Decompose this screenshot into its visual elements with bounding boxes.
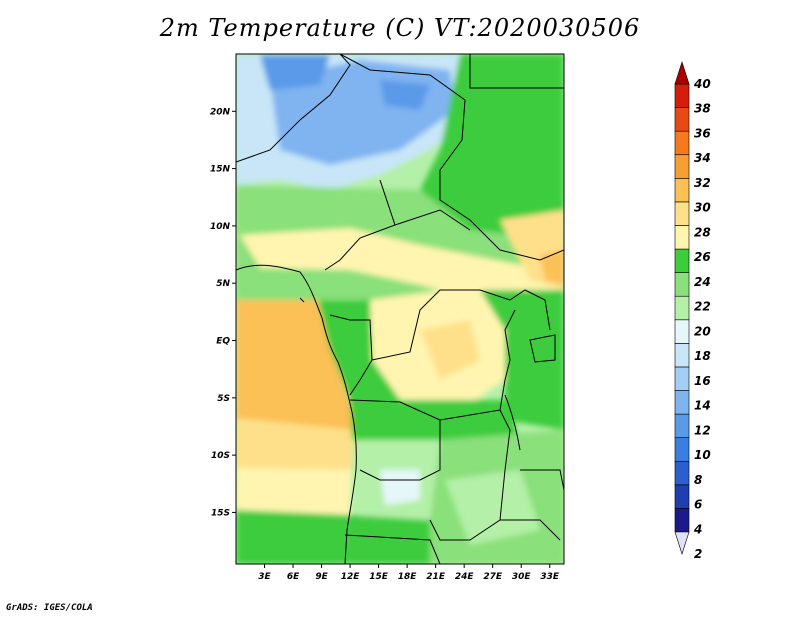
colorbar-label: 6	[694, 498, 702, 512]
colorbar-label: 34	[694, 151, 711, 165]
latitude-axis: 20N 15N 10N 5N EQ 5S 10S 15S	[210, 107, 236, 518]
lat-tick-label: 10S	[211, 451, 230, 461]
longitude-axis: 3E 6E 9E 12E 15E 18E 21E 24E 27E 30E 33E	[258, 564, 560, 582]
lon-tick-label: 30E	[512, 572, 532, 582]
lon-tick-label: 12E	[341, 572, 361, 582]
colorbar-swatch	[674, 413, 690, 438]
colorbar-swatch	[674, 390, 690, 415]
colorbar-over-arrow	[674, 61, 690, 85]
colorbar-label: 12	[694, 423, 711, 437]
lon-tick-label: 15E	[369, 572, 389, 582]
lat-tick-label: 5S	[217, 394, 230, 404]
colorbar-swatch	[674, 154, 690, 179]
colorbar-label: 10	[694, 448, 711, 462]
colorbar-swatch	[674, 437, 690, 462]
colorbar-swatch	[674, 178, 690, 203]
lon-tick-label: 24E	[455, 572, 475, 582]
colorbar-swatch	[674, 319, 690, 344]
colorbar-swatch	[674, 272, 690, 297]
colorbar-label: 38	[694, 102, 711, 116]
lon-tick-label: 3E	[258, 572, 271, 582]
colorbar-label: 14	[694, 399, 711, 413]
colorbar-swatch	[674, 201, 690, 226]
lon-tick-label: 9E	[315, 572, 328, 582]
colorbar-swatch	[674, 225, 690, 250]
colorbar-label: 16	[694, 374, 711, 388]
colorbar-swatch	[674, 248, 690, 273]
lat-tick-label: EQ	[216, 337, 230, 347]
colorbar-swatch	[674, 460, 690, 486]
colorbar-under-arrow	[674, 531, 690, 555]
lon-tick-label: 33E	[540, 572, 560, 582]
colorbar-swatch	[674, 484, 690, 509]
lat-tick-label: 15S	[211, 508, 230, 518]
colorbar-swatch	[674, 366, 690, 391]
temperature-field	[236, 54, 564, 564]
colorbar-swatch	[674, 130, 690, 156]
colorbar-label: 8	[694, 473, 702, 487]
colorbar-swatch	[674, 508, 690, 533]
lon-tick-label: 21E	[426, 572, 446, 582]
colorbar-label: 28	[694, 225, 711, 239]
colorbar-label: 18	[694, 349, 711, 363]
map-frame	[235, 53, 565, 565]
colorbar-swatch	[674, 107, 690, 132]
colorbar-label: 30	[694, 201, 711, 215]
colorbar-label: 32	[694, 176, 711, 190]
colorbar-label: 26	[694, 250, 711, 264]
lon-tick-label: 6E	[287, 572, 300, 582]
colorbar-label: 22	[694, 300, 711, 314]
colorbar-swatch	[674, 83, 690, 108]
colorbar-swatch	[674, 295, 690, 321]
colorbar-swatch	[674, 343, 690, 368]
lon-tick-label: 27E	[483, 572, 503, 582]
colorbar-label: 20	[694, 324, 711, 338]
lat-tick-label: 20N	[210, 107, 231, 117]
colorbar-label: 4	[693, 522, 702, 536]
colorbar-label: 2	[694, 547, 702, 561]
lat-tick-label: 10N	[210, 222, 231, 232]
map-title: 2m Temperature (C) VT:2020030506	[159, 14, 641, 42]
colorbar-label: 24	[694, 275, 711, 289]
grads-credit: GrADS: IGES/COLA	[6, 603, 93, 613]
lat-tick-label: 5N	[216, 279, 230, 289]
colorbar-label: 40	[693, 77, 711, 91]
lat-tick-label: 15N	[210, 165, 231, 175]
lon-tick-label: 18E	[398, 572, 418, 582]
colorbar-label: 36	[694, 126, 711, 140]
